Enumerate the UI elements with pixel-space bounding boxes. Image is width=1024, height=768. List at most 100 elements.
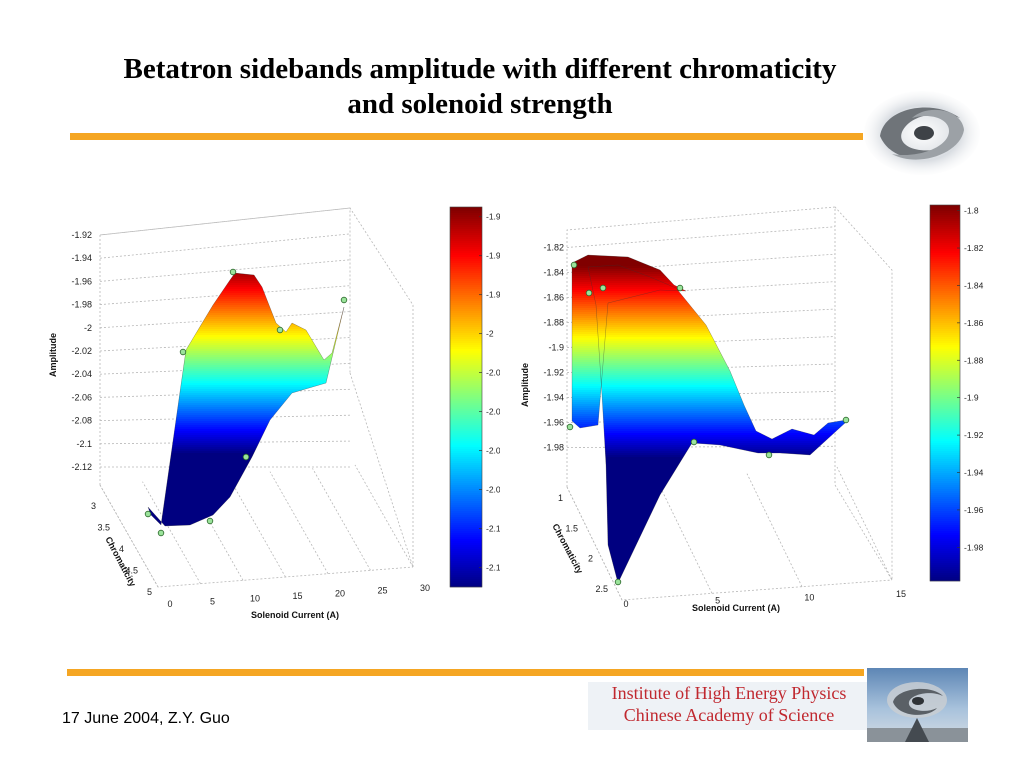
left-colorbar-band xyxy=(450,527,482,530)
left-surface-band xyxy=(148,523,344,526)
left-z-tick-label: -2.04 xyxy=(71,369,92,379)
left-floor-edge xyxy=(99,484,414,588)
right-main-band xyxy=(590,369,846,372)
right-colorbar-band xyxy=(930,341,960,344)
right-colorbar-band xyxy=(930,451,960,454)
footer-date: 17 June 2004, Z.Y. Guo xyxy=(62,710,230,727)
left-surface-band xyxy=(148,503,344,506)
left-surface-band xyxy=(148,407,344,410)
left-colorbar-tick-label: -1.94 xyxy=(486,212,500,222)
right-main-band xyxy=(590,427,846,430)
left-colorbar-band xyxy=(450,479,482,482)
right-main-band xyxy=(590,577,846,580)
left-colorbar-band xyxy=(450,469,482,472)
right-y-tick-label: 2 xyxy=(588,554,593,564)
right-x-gridline xyxy=(836,466,893,581)
left-colorbar-band xyxy=(450,341,482,344)
right-main-band xyxy=(590,317,846,320)
left-surface-band xyxy=(148,285,344,288)
left-colorbar-band xyxy=(450,387,482,390)
right-colorbar-band xyxy=(930,439,960,442)
right-colorbar-band xyxy=(930,461,960,464)
left-surface-band xyxy=(148,319,344,322)
right-colorbar-band xyxy=(930,363,960,366)
left-colorbar-band xyxy=(450,515,482,518)
right-main-band xyxy=(590,543,846,546)
left-colorbar-band xyxy=(450,441,482,444)
right-colorbar: -1.8 -1.82 -1.84 -1.86 -1.88 -1.9 -1.92 -1.94 -1… xyxy=(929,204,984,582)
left-colorbar-band xyxy=(450,297,482,300)
right-main-band xyxy=(590,351,846,354)
right-main-band xyxy=(590,495,846,498)
right-main-band xyxy=(590,485,846,488)
left-colorbar-band xyxy=(450,465,482,468)
right-colorbar-band xyxy=(930,229,960,232)
left-colorbar-band xyxy=(450,283,482,286)
left-surface-band xyxy=(140,529,350,531)
left-colorbar-band xyxy=(450,541,482,544)
right-main-band xyxy=(590,483,846,486)
right-colorbar-band xyxy=(930,255,960,258)
left-surface-band xyxy=(148,519,344,522)
slide-title-line-2: and solenoid strength xyxy=(347,88,613,120)
left-colorbar-band xyxy=(450,393,482,396)
left-colorbar-band xyxy=(450,429,482,432)
left-colorbar-band xyxy=(450,223,482,226)
right-colorbar-band xyxy=(930,281,960,284)
left-colorbar-band xyxy=(450,485,482,488)
right-main-band xyxy=(590,575,846,578)
left-surface-band xyxy=(148,345,344,348)
right-main-band xyxy=(590,519,846,522)
left-surface-band xyxy=(148,423,344,426)
right-main-band xyxy=(590,531,846,534)
left-colorbar-tick-label: -2.02 xyxy=(486,368,500,378)
right-main-band xyxy=(590,459,846,462)
left-colorbar-band xyxy=(450,455,482,458)
left-colorbar-band xyxy=(450,573,482,576)
left-surface-band xyxy=(148,381,344,384)
slide-title: Betatron sidebands amplitude with differ… xyxy=(40,52,920,122)
right-data-point xyxy=(765,451,773,459)
right-colorbar-band xyxy=(930,297,960,300)
right-colorbar-tick-label: -1.98 xyxy=(964,542,984,552)
left-surface-band xyxy=(148,379,344,382)
right-shelf-band xyxy=(572,266,686,269)
left-colorbar-band xyxy=(450,437,482,440)
right-colorbar-band xyxy=(930,569,960,572)
right-main-band xyxy=(590,357,846,360)
right-colorbar-band xyxy=(930,227,960,230)
right-back-wall xyxy=(566,206,836,487)
right-colorbar-band xyxy=(930,561,960,564)
right-main-band xyxy=(590,525,846,528)
right-main-band xyxy=(590,487,846,490)
right-colorbar-band xyxy=(930,549,960,552)
left-colorbar-band xyxy=(450,315,482,318)
left-colorbar-band xyxy=(450,463,482,466)
left-surface xyxy=(140,272,350,531)
left-surface-band xyxy=(148,279,344,282)
left-surface-band xyxy=(148,355,344,358)
left-surface-band xyxy=(148,437,344,440)
right-colorbar-tick-label: -1.94 xyxy=(964,468,984,478)
left-colorbar-band xyxy=(450,585,482,588)
right-colorbar-band xyxy=(930,429,960,432)
right-main-band xyxy=(590,389,846,392)
right-colorbar-band xyxy=(930,449,960,452)
right-main-band xyxy=(590,511,846,514)
right-main-band xyxy=(590,503,846,506)
left-colorbar-band xyxy=(450,265,482,268)
right-main-band xyxy=(590,579,846,582)
left-colorbar-band xyxy=(450,237,482,240)
right-shelf-band xyxy=(572,260,686,263)
right-colorbar-band xyxy=(930,359,960,362)
left-surface-band xyxy=(148,395,344,398)
right-colorbar-band xyxy=(930,565,960,568)
left-colorbar-band xyxy=(450,269,482,272)
right-colorbar-band xyxy=(930,453,960,456)
left-surface-band xyxy=(148,305,344,308)
left-x-tick-label: 10 xyxy=(250,594,260,604)
left-surface-band xyxy=(148,357,344,360)
left-surface-band xyxy=(148,383,344,386)
right-colorbar-tick-label: -1.8 xyxy=(964,206,979,216)
left-colorbar-band xyxy=(450,305,482,308)
